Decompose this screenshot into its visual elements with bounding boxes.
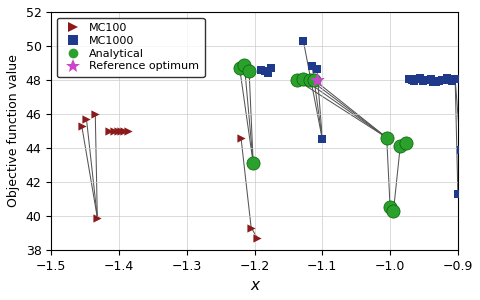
Point — [236, 66, 243, 70]
Point — [83, 117, 90, 122]
Point — [78, 123, 85, 128]
Point — [245, 69, 253, 74]
Point — [396, 144, 404, 148]
Point — [237, 135, 245, 140]
Point — [261, 69, 268, 74]
Point — [435, 78, 443, 83]
Point — [91, 112, 99, 116]
Point — [110, 128, 118, 133]
Point — [308, 64, 316, 69]
Point — [247, 225, 255, 230]
Point — [441, 77, 448, 82]
Point — [311, 77, 318, 82]
Point — [411, 78, 419, 83]
Point — [430, 79, 437, 84]
Point — [306, 77, 314, 82]
Point — [421, 77, 429, 82]
Point — [449, 78, 456, 83]
Point — [268, 66, 276, 70]
Point — [427, 76, 434, 81]
Point — [300, 76, 307, 81]
Point — [419, 78, 426, 83]
Point — [114, 128, 121, 133]
Point — [413, 76, 421, 81]
Point — [457, 147, 465, 152]
Point — [125, 128, 132, 133]
Point — [105, 128, 113, 133]
Point — [454, 191, 462, 196]
Point — [117, 128, 125, 133]
Point — [313, 67, 321, 71]
Point — [386, 205, 394, 210]
Point — [383, 135, 391, 140]
Point — [253, 236, 261, 240]
Point — [318, 137, 326, 142]
Point — [257, 67, 265, 72]
Point — [416, 76, 424, 81]
Point — [438, 77, 445, 82]
Point — [313, 77, 321, 82]
Point — [424, 77, 432, 82]
Point — [264, 71, 272, 76]
Point — [443, 76, 451, 81]
Point — [402, 140, 409, 145]
Point — [300, 38, 307, 43]
Point — [408, 77, 416, 82]
Point — [390, 208, 397, 213]
Point — [120, 128, 128, 133]
Point — [94, 215, 101, 220]
Point — [446, 77, 454, 82]
Point — [432, 80, 440, 85]
X-axis label: x: x — [250, 278, 259, 293]
Point — [451, 76, 459, 81]
Point — [240, 62, 248, 67]
Legend: MC100, MC1000, Analytical, Reference optimum: MC100, MC1000, Analytical, Reference opt… — [57, 17, 204, 77]
Point — [405, 76, 413, 81]
Y-axis label: Objective function value: Objective function value — [7, 54, 20, 207]
Point — [293, 77, 300, 82]
Point — [249, 161, 257, 166]
